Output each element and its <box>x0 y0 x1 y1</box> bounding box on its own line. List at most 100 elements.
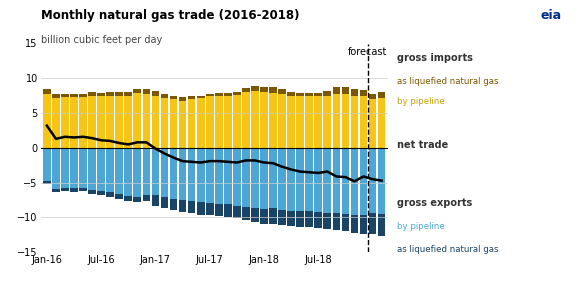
Bar <box>369 99 376 148</box>
Bar <box>324 91 331 96</box>
Bar <box>278 89 286 94</box>
Bar <box>107 92 114 96</box>
Bar <box>296 148 304 211</box>
Bar <box>52 94 60 98</box>
Bar <box>332 148 340 213</box>
Bar <box>124 196 132 201</box>
Bar <box>215 93 222 96</box>
Bar <box>160 98 168 148</box>
Bar <box>378 214 386 236</box>
Bar <box>134 93 141 148</box>
Bar <box>296 96 304 148</box>
Bar <box>378 98 386 148</box>
Bar <box>369 94 376 99</box>
Bar <box>342 87 349 94</box>
Bar <box>296 211 304 226</box>
Bar <box>61 188 69 191</box>
Bar <box>224 204 232 217</box>
Bar <box>52 189 60 193</box>
Bar <box>197 148 204 202</box>
Bar <box>305 148 313 211</box>
Bar <box>269 93 277 148</box>
Bar <box>278 210 286 225</box>
Bar <box>97 96 105 148</box>
Bar <box>43 181 51 184</box>
Bar <box>360 148 367 215</box>
Bar <box>351 215 358 233</box>
Bar <box>260 87 268 92</box>
Bar <box>179 97 186 101</box>
Bar <box>134 89 141 93</box>
Bar <box>224 96 232 148</box>
Bar <box>260 92 268 148</box>
Bar <box>152 195 159 206</box>
Bar <box>79 94 87 97</box>
Bar <box>97 191 105 195</box>
Bar <box>134 148 141 197</box>
Text: forecast: forecast <box>349 47 388 57</box>
Bar <box>305 211 313 227</box>
Bar <box>342 94 349 148</box>
Bar <box>224 93 232 96</box>
Bar <box>233 95 241 148</box>
Bar <box>269 209 277 224</box>
Bar <box>351 96 358 148</box>
Bar <box>296 93 304 96</box>
Bar <box>206 94 214 96</box>
Bar <box>324 148 331 213</box>
Bar <box>152 96 159 148</box>
Bar <box>188 148 196 202</box>
Text: as liquefied natural gas: as liquefied natural gas <box>397 245 498 254</box>
Bar <box>70 188 78 192</box>
Bar <box>61 94 69 97</box>
Bar <box>242 207 250 220</box>
Bar <box>332 213 340 230</box>
Bar <box>233 206 241 218</box>
Text: billion cubic feet per day: billion cubic feet per day <box>41 35 162 45</box>
Bar <box>142 94 150 148</box>
Bar <box>124 148 132 196</box>
Bar <box>287 211 295 226</box>
Bar <box>115 92 123 96</box>
Bar <box>360 90 367 96</box>
Bar <box>287 148 295 211</box>
Bar <box>314 148 322 212</box>
Bar <box>115 194 123 199</box>
Bar <box>378 92 386 98</box>
Bar <box>369 213 376 233</box>
Bar <box>278 94 286 148</box>
Bar <box>332 87 340 94</box>
Bar <box>242 92 250 148</box>
Bar <box>124 96 132 148</box>
Bar <box>61 148 69 188</box>
Bar <box>215 148 222 204</box>
Bar <box>52 98 60 148</box>
Bar <box>115 148 123 194</box>
Bar <box>115 96 123 148</box>
Bar <box>188 202 196 213</box>
Bar <box>260 209 268 224</box>
Bar <box>269 148 277 209</box>
Bar <box>215 204 222 216</box>
Bar <box>314 96 322 148</box>
Bar <box>160 94 168 98</box>
Bar <box>314 212 322 228</box>
Bar <box>360 215 367 234</box>
Bar <box>152 148 159 195</box>
Bar <box>206 203 214 215</box>
Bar <box>305 93 313 96</box>
Bar <box>287 96 295 148</box>
Bar <box>79 97 87 148</box>
Bar <box>142 148 150 195</box>
Text: by pipeline: by pipeline <box>397 222 444 231</box>
Bar <box>43 94 51 148</box>
Bar <box>79 188 87 191</box>
Bar <box>70 94 78 97</box>
Text: by pipeline: by pipeline <box>397 97 444 106</box>
Bar <box>251 148 259 209</box>
Bar <box>170 96 177 99</box>
Bar <box>43 89 51 94</box>
Bar <box>233 92 241 95</box>
Bar <box>97 93 105 96</box>
Text: eia: eia <box>541 9 562 22</box>
